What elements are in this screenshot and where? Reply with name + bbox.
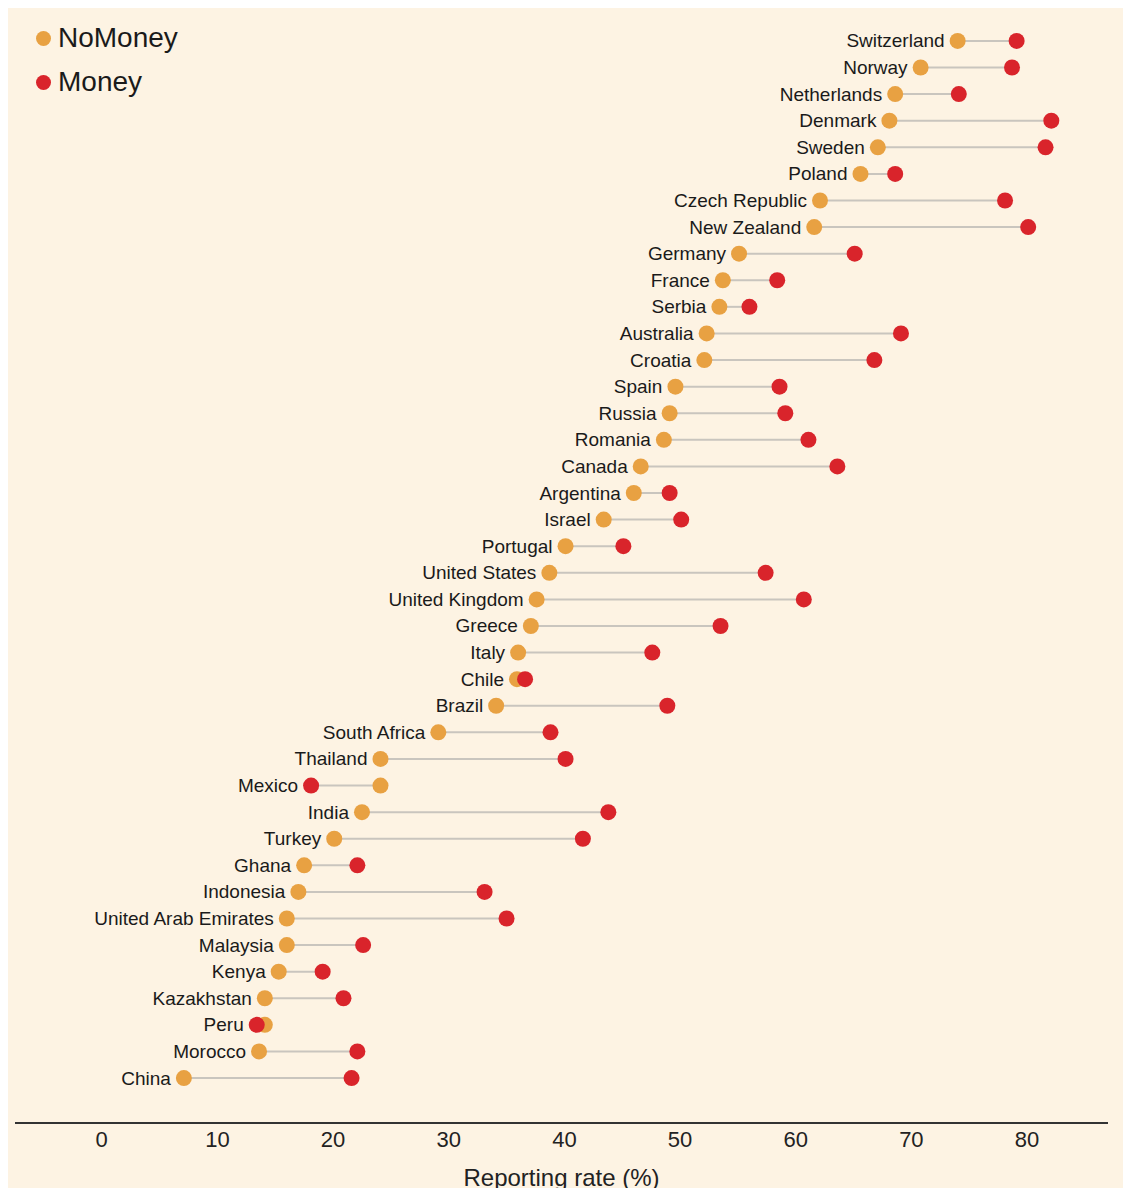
svg-text:Argentina: Argentina — [539, 483, 621, 504]
svg-text:60: 60 — [783, 1127, 807, 1152]
svg-text:50: 50 — [668, 1127, 692, 1152]
svg-text:10: 10 — [205, 1127, 229, 1152]
svg-text:40: 40 — [552, 1127, 576, 1152]
svg-text:South Africa: South Africa — [323, 722, 426, 743]
svg-text:20: 20 — [321, 1127, 345, 1152]
svg-text:Brazil: Brazil — [436, 695, 484, 716]
svg-text:Israel: Israel — [544, 509, 590, 530]
svg-text:Indonesia: Indonesia — [203, 881, 286, 902]
svg-text:Thailand: Thailand — [295, 748, 368, 769]
svg-text:Morocco: Morocco — [173, 1041, 246, 1062]
svg-text:Italy: Italy — [470, 642, 505, 663]
svg-text:0: 0 — [96, 1127, 108, 1152]
svg-text:Reporting rate (%): Reporting rate (%) — [463, 1164, 659, 1188]
svg-text:Switzerland: Switzerland — [846, 30, 944, 51]
svg-text:Spain: Spain — [614, 376, 663, 397]
svg-text:Turkey: Turkey — [264, 828, 322, 849]
svg-text:United Kingdom: United Kingdom — [388, 589, 523, 610]
svg-text:Croatia: Croatia — [630, 350, 692, 371]
svg-text:Netherlands: Netherlands — [780, 84, 882, 105]
svg-text:Ghana: Ghana — [234, 855, 291, 876]
svg-text:Sweden: Sweden — [796, 137, 865, 158]
svg-text:Australia: Australia — [620, 323, 694, 344]
svg-text:China: China — [121, 1068, 171, 1089]
svg-text:Germany: Germany — [648, 243, 727, 264]
svg-text:Kazakhstan: Kazakhstan — [153, 988, 252, 1009]
svg-text:Peru: Peru — [204, 1014, 244, 1035]
svg-text:80: 80 — [1015, 1127, 1039, 1152]
svg-text:Serbia: Serbia — [651, 296, 706, 317]
svg-text:70: 70 — [899, 1127, 923, 1152]
svg-text:Chile: Chile — [461, 669, 504, 690]
svg-text:Norway: Norway — [843, 57, 908, 78]
svg-text:Czech Republic: Czech Republic — [674, 190, 807, 211]
svg-text:Mexico: Mexico — [238, 775, 298, 796]
html-text:Money: Money — [58, 66, 142, 97]
svg-text:United Arab Emirates: United Arab Emirates — [94, 908, 274, 929]
svg-text:Kenya: Kenya — [212, 961, 266, 982]
svg-text:Portugal: Portugal — [482, 536, 553, 557]
html-text:NoMoney: NoMoney — [58, 22, 178, 53]
svg-text:India: India — [308, 802, 350, 823]
svg-text:Malaysia: Malaysia — [199, 935, 274, 956]
svg-text:United States: United States — [422, 562, 536, 583]
svg-text:New Zealand: New Zealand — [689, 217, 801, 238]
svg-text:Romania: Romania — [575, 429, 651, 450]
svg-text:Russia: Russia — [599, 403, 658, 424]
svg-text:Greece: Greece — [456, 615, 518, 636]
svg-text:Denmark: Denmark — [799, 110, 877, 131]
svg-text:Poland: Poland — [788, 163, 847, 184]
svg-text:France: France — [651, 270, 710, 291]
svg-text:30: 30 — [436, 1127, 460, 1152]
svg-text:Canada: Canada — [561, 456, 628, 477]
